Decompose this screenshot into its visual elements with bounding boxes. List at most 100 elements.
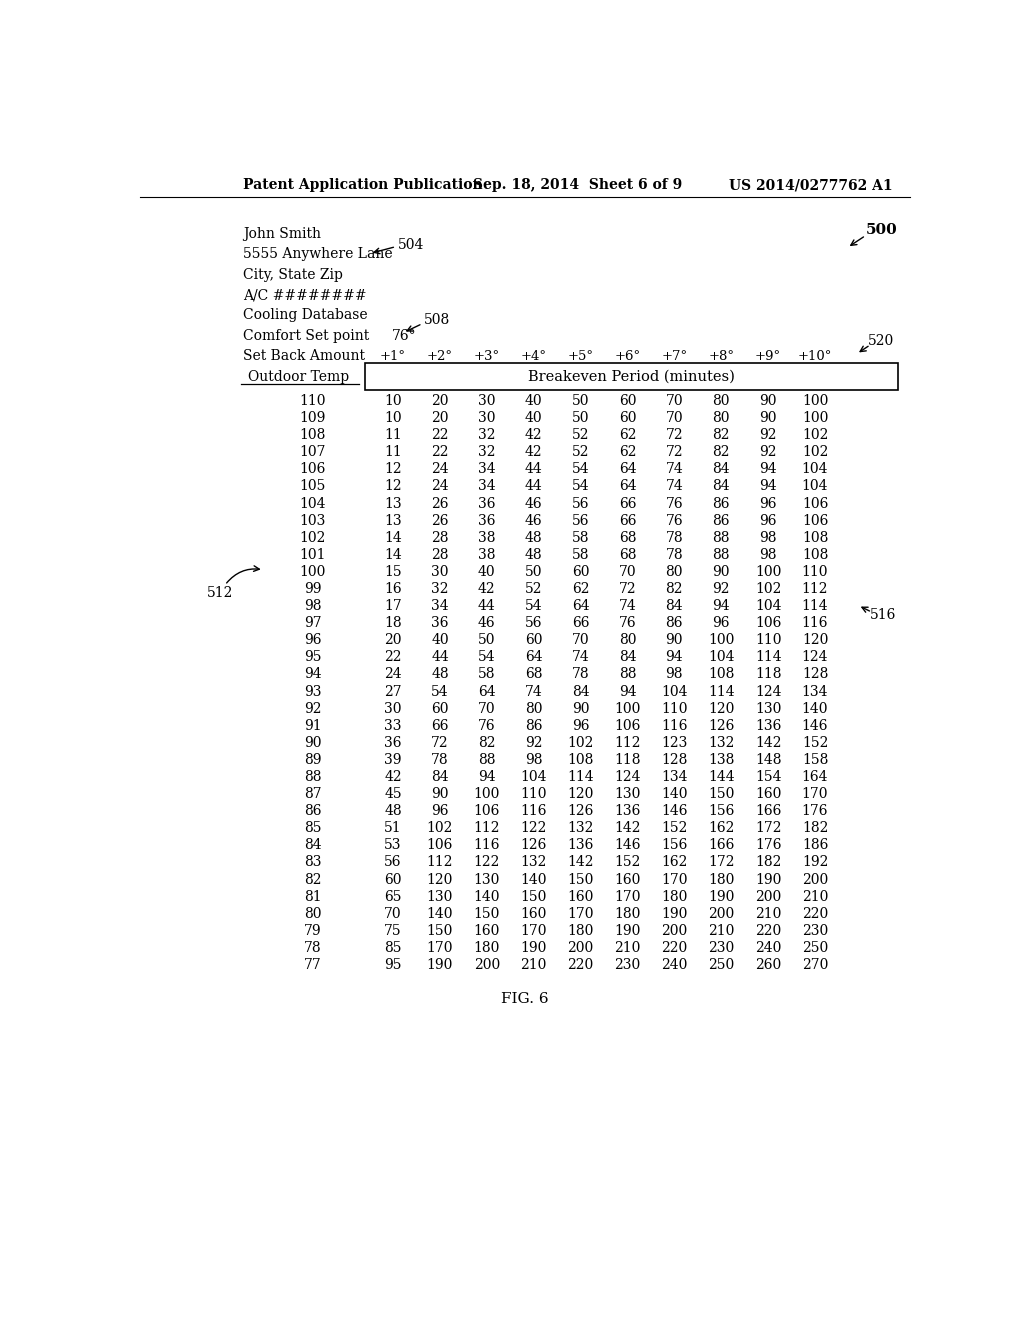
Text: 88: 88 — [713, 531, 730, 545]
Text: 220: 220 — [802, 907, 828, 921]
Text: 106: 106 — [474, 804, 500, 818]
Text: 176: 176 — [802, 804, 828, 818]
Text: 11: 11 — [384, 428, 402, 442]
Text: 58: 58 — [571, 531, 590, 545]
Text: 150: 150 — [520, 890, 547, 904]
Text: 116: 116 — [802, 616, 828, 630]
Text: 100: 100 — [802, 411, 828, 425]
Text: 12: 12 — [384, 462, 401, 477]
Text: 58: 58 — [478, 668, 496, 681]
Text: 86: 86 — [713, 496, 730, 511]
Text: 130: 130 — [755, 702, 781, 715]
Text: 68: 68 — [618, 548, 636, 562]
Text: 98: 98 — [760, 548, 777, 562]
Text: 190: 190 — [520, 941, 547, 954]
Text: 76: 76 — [666, 496, 683, 511]
Text: 106: 106 — [427, 838, 454, 853]
Text: 84: 84 — [666, 599, 683, 612]
Text: 220: 220 — [755, 924, 781, 939]
Text: 46: 46 — [525, 496, 543, 511]
Text: 86: 86 — [525, 718, 543, 733]
Text: 32: 32 — [478, 445, 496, 459]
Text: 122: 122 — [520, 821, 547, 836]
Text: 40: 40 — [525, 411, 543, 425]
Text: 120: 120 — [567, 787, 594, 801]
Text: 46: 46 — [525, 513, 543, 528]
Text: 114: 114 — [755, 651, 781, 664]
Text: 76°: 76° — [391, 329, 416, 343]
Text: 104: 104 — [662, 685, 688, 698]
Text: 70: 70 — [666, 411, 683, 425]
Text: 190: 190 — [614, 924, 641, 939]
Text: Patent Application Publication: Patent Application Publication — [243, 178, 482, 193]
Text: 91: 91 — [304, 718, 322, 733]
Text: 240: 240 — [662, 958, 687, 972]
Text: 160: 160 — [474, 924, 500, 939]
Text: 10: 10 — [384, 411, 401, 425]
Text: Set Back Amount: Set Back Amount — [243, 350, 365, 363]
Text: 62: 62 — [618, 445, 636, 459]
Text: +9°: +9° — [755, 350, 781, 363]
Text: 82: 82 — [666, 582, 683, 597]
Text: 60: 60 — [571, 565, 590, 579]
Text: 240: 240 — [755, 941, 781, 954]
Text: 42: 42 — [384, 770, 401, 784]
Text: 76: 76 — [666, 513, 683, 528]
Text: 156: 156 — [662, 838, 687, 853]
Text: 100: 100 — [474, 787, 500, 801]
Text: 30: 30 — [478, 411, 496, 425]
Text: 38: 38 — [478, 531, 496, 545]
Text: 112: 112 — [427, 855, 454, 870]
Text: 80: 80 — [525, 702, 543, 715]
Text: 134: 134 — [662, 770, 688, 784]
Text: 85: 85 — [304, 821, 322, 836]
Text: 82: 82 — [478, 735, 496, 750]
Text: 140: 140 — [520, 873, 547, 887]
Text: 80: 80 — [713, 411, 730, 425]
Text: 156: 156 — [708, 804, 734, 818]
Text: 52: 52 — [571, 428, 590, 442]
Text: 36: 36 — [431, 616, 449, 630]
Text: 40: 40 — [525, 393, 543, 408]
Text: 74: 74 — [525, 685, 543, 698]
Text: 79: 79 — [304, 924, 322, 939]
Text: 102: 102 — [567, 735, 594, 750]
Text: 62: 62 — [571, 582, 590, 597]
Text: 50: 50 — [571, 411, 590, 425]
Text: 90: 90 — [760, 411, 777, 425]
Text: 126: 126 — [708, 718, 734, 733]
Text: 92: 92 — [760, 445, 777, 459]
Text: 112: 112 — [473, 821, 500, 836]
Text: 56: 56 — [571, 496, 590, 511]
Text: 34: 34 — [478, 479, 496, 494]
Text: 90: 90 — [431, 787, 449, 801]
Text: 54: 54 — [431, 685, 449, 698]
Text: 116: 116 — [662, 718, 688, 733]
Text: 60: 60 — [384, 873, 401, 887]
Text: FIG. 6: FIG. 6 — [501, 993, 549, 1006]
Text: 52: 52 — [525, 582, 543, 597]
Text: +5°: +5° — [567, 350, 594, 363]
Text: 152: 152 — [802, 735, 828, 750]
Text: Outdoor Temp: Outdoor Temp — [248, 370, 349, 384]
Text: 51: 51 — [384, 821, 401, 836]
Text: 78: 78 — [431, 752, 449, 767]
Text: 108: 108 — [299, 428, 326, 442]
Text: 160: 160 — [614, 873, 641, 887]
Text: 190: 190 — [708, 890, 734, 904]
Text: 44: 44 — [525, 479, 543, 494]
Text: 270: 270 — [802, 958, 828, 972]
Text: 15: 15 — [384, 565, 401, 579]
Text: 124: 124 — [614, 770, 641, 784]
Text: 96: 96 — [760, 513, 777, 528]
Text: 110: 110 — [662, 702, 688, 715]
Text: 90: 90 — [666, 634, 683, 647]
Text: 70: 70 — [384, 907, 401, 921]
Text: 44: 44 — [478, 599, 496, 612]
Text: 200: 200 — [709, 907, 734, 921]
Text: 40: 40 — [431, 634, 449, 647]
Text: 260: 260 — [755, 958, 781, 972]
Text: 86: 86 — [713, 513, 730, 528]
Text: 48: 48 — [525, 548, 543, 562]
Text: 94: 94 — [713, 599, 730, 612]
